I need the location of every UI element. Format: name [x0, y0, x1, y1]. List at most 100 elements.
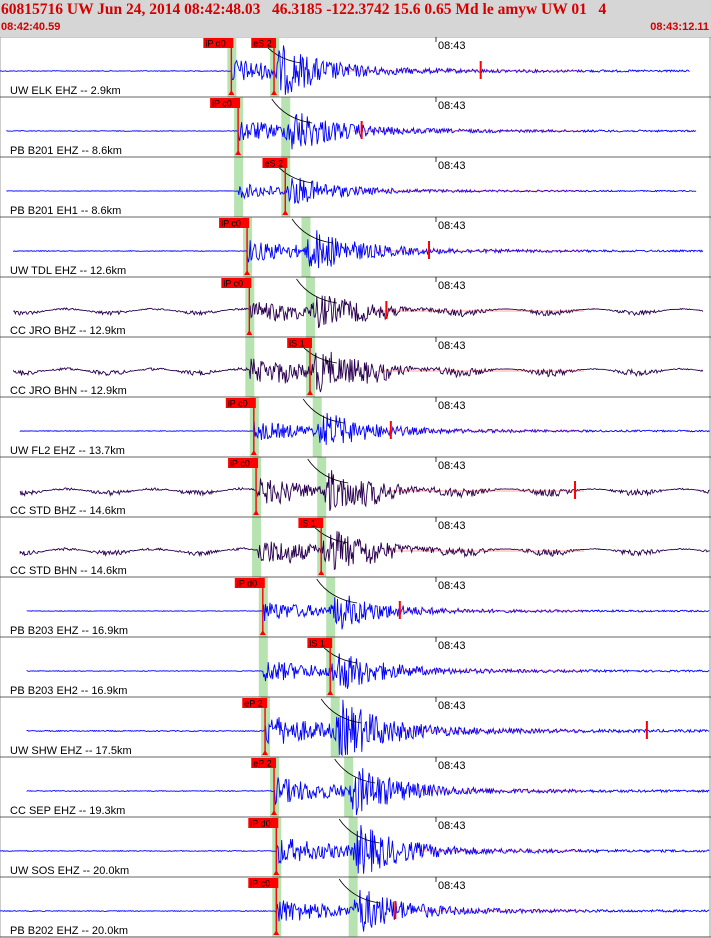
s-phase-band [344, 757, 354, 817]
waveform [26, 653, 710, 689]
waveform [6, 177, 697, 205]
minute-label: 08:43 [438, 220, 466, 232]
s-pick-label: eS 2 [253, 39, 272, 49]
p-pick-marker [246, 330, 253, 335]
p-pick-label: iP c0 [228, 399, 248, 409]
minute-label: 08:43 [438, 280, 466, 292]
waveform [26, 595, 710, 630]
waveform [13, 295, 704, 329]
p-pick-label: iP d0 [237, 579, 257, 589]
p-pick-marker [273, 930, 280, 935]
waveform [19, 412, 710, 445]
p-pick-label: iP c0 [221, 219, 241, 229]
p-pick-box[interactable] [219, 218, 250, 228]
p-phase-band [234, 157, 244, 217]
p-pick-label: iP c0 [230, 459, 250, 469]
s-pick-box[interactable] [307, 638, 333, 648]
s-phase-band [330, 697, 340, 757]
s-pick-box[interactable] [251, 38, 277, 48]
traces [0, 45, 710, 932]
p-pick-box[interactable] [221, 278, 252, 288]
p-pick-label: iP d0 [250, 819, 270, 829]
s-pick-marker [271, 90, 278, 95]
p-pick-box[interactable] [203, 38, 234, 48]
station-label: CC STD BHN -- 14.6km [10, 565, 127, 577]
p-pick-marker [271, 810, 278, 815]
minute-label: 08:43 [438, 100, 466, 112]
p-pick-marker [250, 450, 257, 455]
p-pick-box[interactable] [228, 458, 259, 468]
s-pick-box[interactable] [262, 158, 288, 168]
travel-time-curve [307, 458, 349, 484]
minute-label: 08:43 [438, 640, 466, 652]
p-pick-box[interactable] [210, 98, 241, 108]
station-label: PB B202 EHZ -- 20.0km [10, 925, 128, 937]
s-pick-marker [318, 570, 325, 575]
station-label: CC JRO BHZ -- 12.9km [10, 325, 126, 337]
p-phase-band [245, 337, 255, 397]
station-label: UW TDL EHZ -- 12.6km [10, 265, 126, 277]
waveform [19, 531, 710, 571]
s-pick-label: iS 1 [309, 639, 325, 649]
waveform [26, 699, 710, 757]
p-pick-label: iP c0 [250, 879, 270, 889]
s-pick-marker [327, 690, 334, 695]
event-header: 60815716 UW Jun 24, 2014 08:42:48.03 46.… [0, 0, 711, 38]
waveform [13, 230, 704, 269]
s-phase-band [317, 457, 327, 517]
station-label: PB B201 EHZ -- 8.6km [10, 145, 122, 157]
p-pick-marker [235, 150, 242, 155]
waveform [19, 470, 710, 512]
s-phase-band [348, 817, 358, 877]
station-label: PB B203 EH2 -- 16.9km [10, 685, 127, 697]
p-pick-marker [262, 750, 269, 755]
station-label: UW ELK EHZ -- 2.9km [10, 85, 121, 97]
travel-time-curve [302, 398, 344, 424]
station-label: CC SEP EHZ -- 19.3km [10, 805, 125, 817]
minute-label: 08:43 [438, 40, 466, 52]
p-pick-marker [253, 510, 260, 515]
p-pick-box[interactable] [248, 878, 279, 888]
station-label: CC JRO BHN -- 12.9km [10, 385, 127, 397]
p-pick-label: iP c0 [212, 99, 232, 109]
travel-time-curve [334, 758, 376, 784]
waveform [0, 825, 710, 874]
s-pick-box[interactable] [287, 338, 312, 348]
station-label: UW FL2 EHZ -- 13.7km [10, 445, 125, 457]
s-pick-label: iS 1 [300, 519, 316, 529]
p-pick-box[interactable] [251, 758, 277, 768]
s-pick-label: eS 2 [264, 159, 283, 169]
s-phase-band [281, 97, 291, 157]
minute-label: 08:43 [438, 520, 466, 532]
p-phase-band [258, 637, 268, 697]
start-time: 08:42:40.59 [1, 21, 61, 33]
p-pick-marker [228, 90, 235, 95]
s-phase-band [348, 877, 358, 937]
s-pick-marker [306, 390, 313, 395]
s-pick-marker [282, 210, 289, 215]
p-pick-box[interactable] [242, 698, 268, 708]
travel-time-curve [316, 578, 358, 604]
minute-label: 08:43 [438, 160, 466, 172]
travel-time-curve [271, 98, 313, 124]
minute-label: 08:43 [438, 400, 466, 412]
p-pick-marker [244, 270, 251, 275]
p-pick-label: eP 2 [253, 759, 271, 769]
p-pick-box[interactable] [248, 818, 279, 828]
waveform [0, 889, 710, 932]
minute-label: 08:43 [438, 700, 466, 712]
minute-label: 08:43 [438, 340, 466, 352]
minute-label: 08:43 [438, 760, 466, 772]
s-pick-box[interactable] [298, 518, 324, 528]
end-time: 08:43:12.11 [650, 21, 709, 33]
travel-time-curve [320, 698, 362, 724]
p-pick-box[interactable] [234, 578, 265, 588]
p-pick-marker [259, 630, 266, 635]
p-pick-box[interactable] [225, 398, 256, 408]
p-pick-label: iP c0 [223, 279, 243, 289]
p-pick-label: eP 2 [244, 699, 262, 709]
travel-time-curve [338, 878, 380, 904]
station-label: CC STD BHZ -- 14.6km [10, 505, 126, 517]
plot-frame [0, 37, 711, 938]
travel-time-curve [338, 818, 380, 844]
